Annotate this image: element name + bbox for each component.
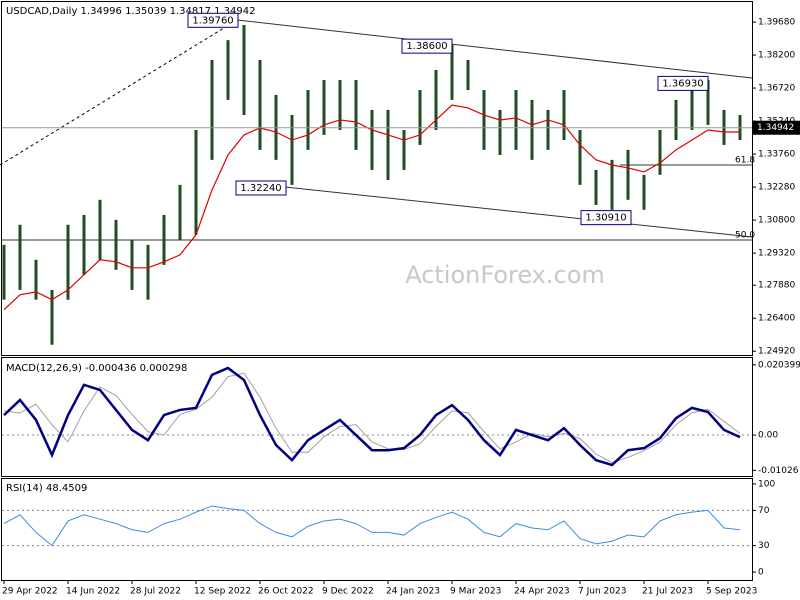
series-line bbox=[3, 104, 740, 311]
macd-panel bbox=[1, 357, 753, 477]
x-tick-label: 28 Jul 2022 bbox=[130, 587, 181, 597]
fib-label: 50.0 bbox=[735, 231, 755, 241]
y-tick-label: 1.24920 bbox=[758, 347, 795, 357]
annotation-box bbox=[401, 38, 453, 54]
watermark: ActionForex.com bbox=[405, 261, 605, 289]
annotation-box bbox=[580, 210, 632, 226]
x-tick-label: 24 Jan 2023 bbox=[386, 587, 440, 597]
last-price-label: 1.34942 bbox=[757, 123, 794, 133]
fib-label: 61.8 bbox=[735, 156, 755, 166]
y-tick-label: 1.33760 bbox=[758, 150, 795, 160]
y-tick-label: 1.32280 bbox=[758, 183, 795, 193]
y-tick-label: 0 bbox=[758, 568, 764, 578]
x-tick-label: 29 Apr 2022 bbox=[2, 587, 58, 597]
y-tick-label: 1.36720 bbox=[758, 84, 795, 94]
y-tick-label: -0.01026 bbox=[758, 466, 799, 476]
overlays bbox=[0, 19, 753, 241]
x-tick-label: 12 Sep 2022 bbox=[194, 587, 251, 597]
rsi-panel bbox=[1, 478, 753, 581]
y-tick-label: 1.26400 bbox=[758, 314, 795, 324]
trend-line bbox=[0, 19, 238, 166]
x-tick-label: 7 Jun 2023 bbox=[578, 587, 626, 597]
y-tick-label: 30 bbox=[758, 541, 770, 551]
x-tick-label: 14 Jun 2022 bbox=[66, 587, 120, 597]
x-tick-label: 5 Sep 2023 bbox=[706, 587, 757, 597]
y-tick-label: 0.00 bbox=[758, 431, 778, 441]
y-tick-label: 1.27880 bbox=[758, 281, 795, 291]
y-tick-label: 1.30800 bbox=[758, 216, 795, 226]
channel-lower bbox=[284, 186, 753, 238]
x-tick-label: 21 Jul 2023 bbox=[642, 587, 693, 597]
macd-title: MACD(12,26,9) -0.000436 0.000298 bbox=[6, 363, 187, 374]
y-tick-label: 1.29320 bbox=[758, 249, 795, 259]
x-tick-label: 24 Apr 2023 bbox=[514, 587, 570, 597]
channel-upper bbox=[236, 19, 753, 79]
y-tick-label: 0.020399 bbox=[758, 360, 800, 370]
annotation-box bbox=[187, 12, 239, 28]
annotation-label: 1.36930 bbox=[662, 78, 703, 89]
y-tick-label: 100 bbox=[758, 479, 775, 489]
price-panel bbox=[1, 1, 753, 356]
annotation-label: 1.32240 bbox=[240, 183, 281, 194]
series-line bbox=[3, 366, 741, 467]
annotation-box bbox=[657, 75, 709, 91]
chart-title: USDCAD,Daily 1.34996 1.35039 1.34817 1.3… bbox=[6, 6, 256, 17]
annotation-label: 1.30910 bbox=[585, 213, 626, 224]
annotation-label: 1.39760 bbox=[192, 15, 233, 26]
rsi-title: RSI(14) 48.4509 bbox=[6, 483, 87, 494]
last-price-box bbox=[752, 120, 800, 135]
annotation-label: 1.38600 bbox=[406, 41, 447, 52]
y-tick-label: 1.39680 bbox=[758, 18, 795, 28]
series-line bbox=[3, 505, 741, 547]
x-tick-label: 26 Oct 2022 bbox=[258, 587, 314, 597]
x-tick-label: 9 Dec 2022 bbox=[322, 587, 374, 597]
y-tick-label: 70 bbox=[758, 506, 770, 516]
annotation-box bbox=[235, 180, 287, 196]
x-tick-label: 9 Mar 2023 bbox=[450, 587, 501, 597]
y-tick-label: 1.38200 bbox=[758, 51, 795, 61]
